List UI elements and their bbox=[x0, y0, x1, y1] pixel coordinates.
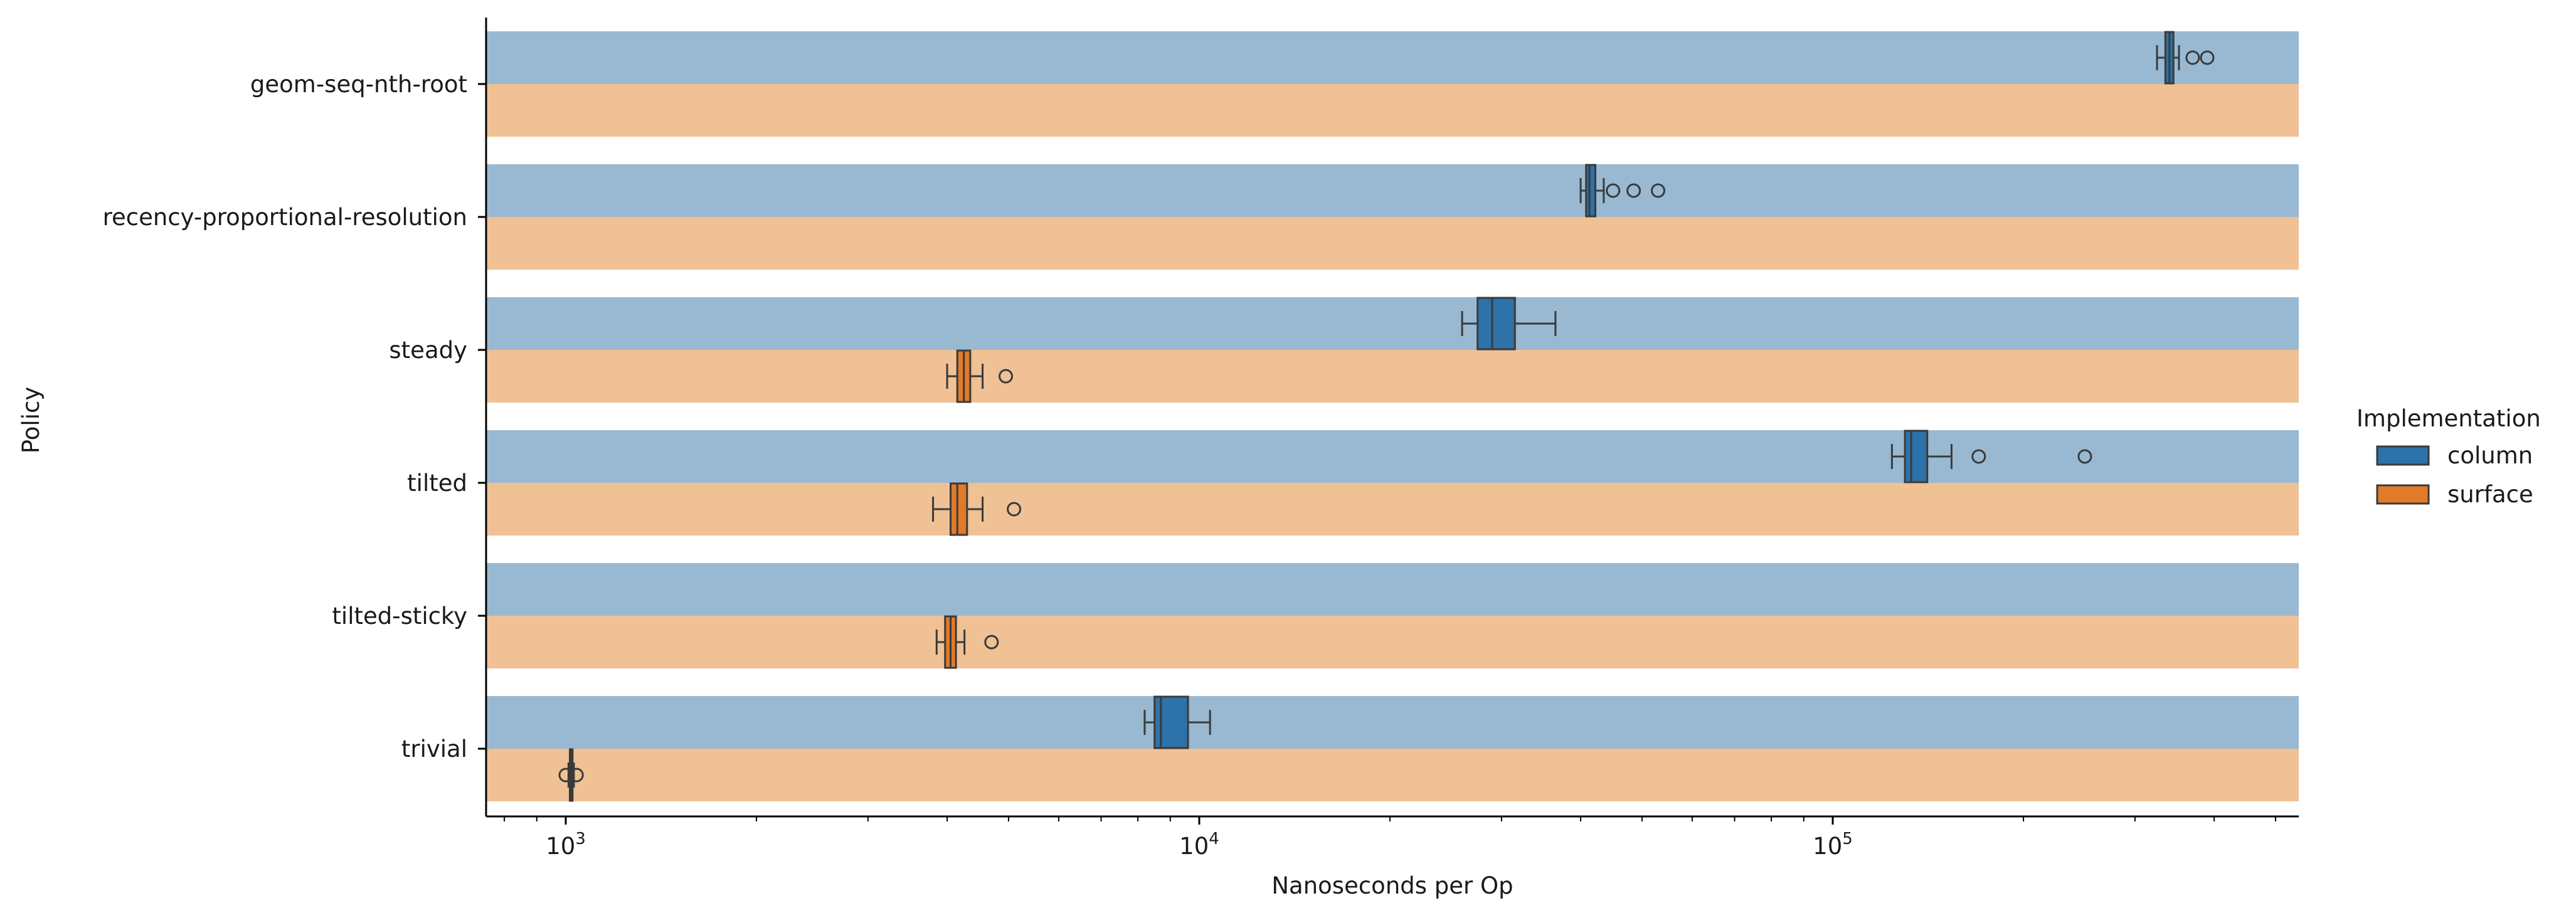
band-geom-seq-nth-root-column bbox=[486, 31, 2299, 84]
x-axis-label: Nanoseconds per Op bbox=[1271, 872, 1513, 899]
outlier-point bbox=[1606, 183, 1621, 198]
x-tick-label: 103 bbox=[546, 830, 586, 860]
legend-entries: column surface bbox=[2376, 442, 2533, 508]
outlier-point bbox=[2185, 50, 2200, 65]
band-geom-seq-nth-root-surface bbox=[486, 84, 2299, 137]
box-tilted-surface bbox=[932, 482, 1022, 536]
box-trivial-column bbox=[1143, 695, 1211, 749]
outlier-point bbox=[1971, 449, 1986, 464]
y-tick-label: tilted-sticky bbox=[332, 603, 467, 630]
outlier-point bbox=[999, 369, 1014, 384]
legend-swatch-column bbox=[2376, 445, 2430, 466]
box-iqr bbox=[1153, 695, 1189, 749]
band-tilted-column bbox=[486, 430, 2299, 483]
outlier-point bbox=[1007, 502, 1022, 517]
box-steady-column bbox=[1461, 297, 1557, 351]
band-trivial-surface bbox=[486, 749, 2299, 801]
y-tick-label: trivial bbox=[401, 736, 467, 763]
outlier-point bbox=[1651, 183, 1666, 198]
box-tilted-column bbox=[1890, 430, 2092, 483]
band-recency-proportional-resolution-column bbox=[486, 164, 2299, 217]
y-tick-label: geom-seq-nth-root bbox=[250, 71, 467, 98]
y-tick-label: tilted bbox=[407, 470, 467, 497]
box-iqr bbox=[1904, 430, 1929, 483]
box-iqr bbox=[950, 482, 968, 536]
box-iqr bbox=[1476, 297, 1516, 351]
box-tilted-sticky-surface bbox=[935, 615, 999, 669]
outlier-point bbox=[2077, 449, 2092, 464]
legend-label-surface: surface bbox=[2447, 481, 2533, 508]
category-bands bbox=[486, 31, 2299, 801]
band-tilted-sticky-column bbox=[486, 563, 2299, 616]
box-steady-surface bbox=[946, 349, 1014, 403]
legend-title: Implementation bbox=[2356, 405, 2541, 432]
outlier-point bbox=[1626, 183, 1641, 198]
y-axis-ticks: geom-seq-nth-root recency-proportional-re… bbox=[103, 71, 486, 763]
x-tick-label: 105 bbox=[1813, 830, 1853, 860]
band-tilted-sticky-surface bbox=[486, 616, 2299, 668]
outlier-point bbox=[2200, 50, 2215, 65]
y-tick-label: steady bbox=[389, 337, 467, 364]
x-tick-label: 104 bbox=[1179, 830, 1219, 860]
box-geom-seq-nth-root-column bbox=[2156, 31, 2215, 85]
outlier-point bbox=[569, 768, 584, 783]
band-tilted-surface bbox=[486, 483, 2299, 536]
x-axis-ticks: 103 104 105 bbox=[504, 816, 2276, 860]
outlier-point bbox=[984, 635, 999, 650]
outlier-point bbox=[558, 768, 573, 783]
axes bbox=[485, 18, 2299, 818]
y-tick-label: recency-proportional-resolution bbox=[103, 204, 467, 231]
band-steady-surface bbox=[486, 350, 2299, 403]
box-trivial-surface bbox=[558, 748, 584, 802]
band-steady-column bbox=[486, 297, 2299, 350]
box-iqr bbox=[1585, 164, 1597, 218]
legend: Implementation column surface bbox=[2356, 405, 2541, 508]
band-trivial-column bbox=[486, 696, 2299, 749]
y-axis-label: Policy bbox=[18, 387, 45, 453]
box-recency-proportional-resolution-column bbox=[1579, 164, 1666, 218]
band-recency-proportional-resolution-surface bbox=[486, 217, 2299, 270]
legend-swatch-surface bbox=[2376, 484, 2430, 505]
legend-label-column: column bbox=[2447, 442, 2533, 469]
box-plots bbox=[558, 31, 2215, 802]
